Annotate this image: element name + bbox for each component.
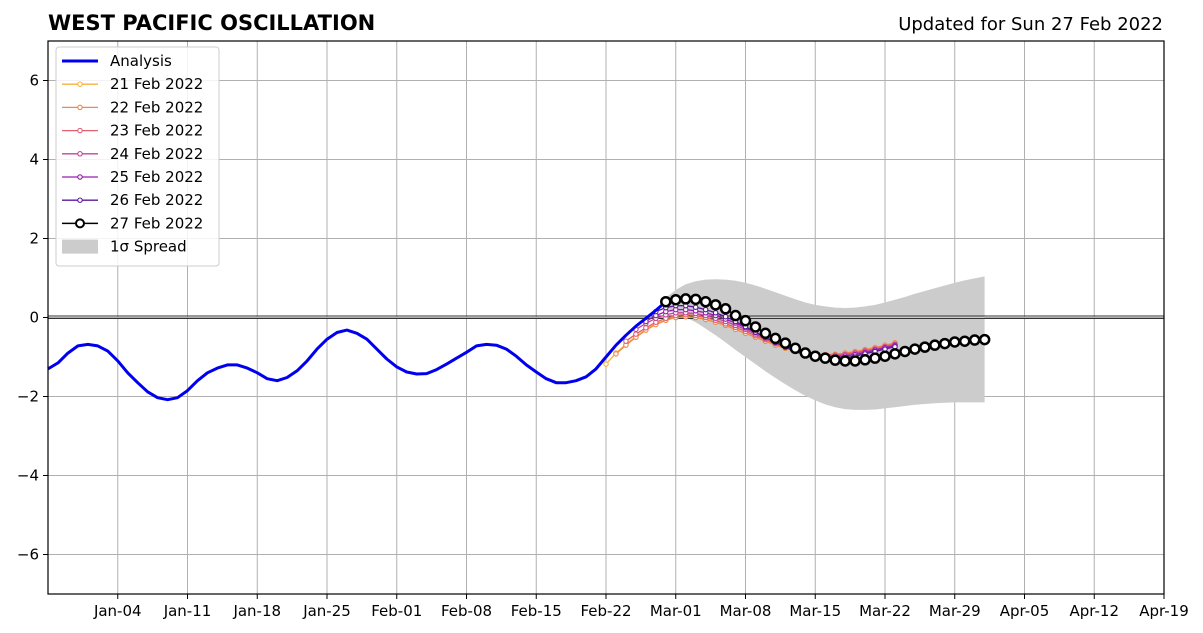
zero-line-layer (48, 315, 1164, 319)
forecast-point (603, 361, 609, 367)
latest-forecast-point (819, 352, 831, 364)
latest-forecast-point (729, 309, 742, 322)
latest-forecast-point (749, 321, 762, 333)
x-tick-label: Jan-25 (302, 602, 351, 620)
forecast-point (702, 306, 709, 313)
latest-forecast-point (719, 303, 732, 315)
x-tick-label: Apr-05 (1000, 602, 1050, 620)
forecast-point (613, 351, 619, 357)
latest-forecast-point (849, 355, 861, 367)
legend-swatch-spread (62, 239, 98, 254)
forecast-point (633, 331, 639, 337)
forecast-point (623, 338, 629, 344)
legend-label: 23 Feb 2022 (110, 122, 203, 140)
legend-swatch-marker (77, 81, 83, 87)
legend: Analysis 21 Feb 2022 22 Feb 2022 23 Feb 202… (55, 46, 220, 267)
x-tick-label: Mar-29 (929, 602, 981, 620)
latest-forecast-point (958, 335, 971, 347)
latest-forecast-point (779, 337, 792, 349)
x-tick-label: Feb-15 (511, 602, 562, 620)
latest-forecast-point (909, 343, 921, 355)
legend-swatch-marker (77, 174, 83, 180)
legend-swatch-marker (75, 218, 85, 229)
forecast-line (625, 314, 896, 356)
x-tick-label: Mar-01 (650, 602, 702, 620)
x-tick-label: Mar-22 (859, 602, 911, 620)
latest-forecast-point (660, 295, 672, 308)
legend-label: 27 Feb 2022 (110, 214, 203, 232)
latest-forecast-point (839, 355, 851, 367)
x-tick-label: Feb-01 (371, 602, 422, 620)
legend-swatch-marker (77, 197, 83, 203)
latest-forecast-point (869, 352, 881, 364)
x-tick-label: Apr-19 (1139, 602, 1189, 620)
x-tick-label: Apr-12 (1070, 602, 1120, 620)
x-tick-label: Jan-11 (163, 602, 212, 620)
plot-frame (47, 40, 1165, 595)
y-tick-label: −6 (17, 546, 39, 564)
latest-forecast-point (799, 347, 812, 359)
analysis-line (47, 300, 667, 402)
latest-forecast-point (968, 334, 981, 346)
axes: Jan-04 Jan-11 Jan-18 Jan-25 Feb-01 Feb-08 Feb-… (17, 40, 1189, 620)
latest-forecast-point (739, 314, 752, 327)
y-tick-label: −2 (17, 388, 39, 406)
chart-subtitle: Updated for Sun 27 Feb 2022 (898, 14, 1163, 35)
y-tick-label: −4 (17, 467, 39, 485)
y-tick-label: 0 (29, 309, 39, 327)
legend-box (55, 46, 220, 267)
x-tick-label: Feb-08 (441, 602, 492, 620)
forecast-point (692, 304, 699, 310)
x-tick-label: Jan-18 (232, 602, 281, 620)
forecast-point (722, 313, 729, 320)
latest-forecast-point (889, 348, 901, 360)
x-tick-label: Mar-08 (720, 602, 772, 620)
legend-label: 1σ Spread (110, 238, 187, 256)
y-tick-label: 4 (29, 151, 39, 169)
latest-forecast-point (699, 295, 712, 308)
latest-forecast-point (789, 342, 802, 355)
latest-forecast-point (769, 332, 782, 345)
latest-forecast-point (949, 336, 961, 348)
legend-label: 22 Feb 2022 (110, 98, 203, 116)
latest-forecast-point (859, 354, 871, 366)
latest-forecast-point (759, 327, 772, 340)
latest-forecast-point (829, 354, 841, 366)
legend-swatch-marker (77, 151, 83, 157)
legend-label: 24 Feb 2022 (110, 145, 203, 163)
chart-title: WEST PACIFIC OSCILLATION (48, 11, 375, 35)
legend-label: 25 Feb 2022 (110, 168, 203, 186)
legend-label: Analysis (110, 52, 172, 70)
forecast-point (643, 325, 649, 331)
latest-forecast-point (709, 299, 722, 311)
spread-area-layer (665, 276, 985, 410)
latest-forecast-point (899, 345, 911, 358)
latest-forecast-point (679, 293, 692, 305)
forecast-point (712, 310, 719, 316)
latest-forecast-point (919, 341, 931, 353)
legend-label: 26 Feb 2022 (110, 191, 203, 209)
latest-forecast-point (879, 350, 891, 362)
latest-forecast-point (929, 339, 941, 351)
latest-forecast-point (978, 333, 991, 346)
spread-area (665, 276, 985, 410)
series-layer (47, 293, 991, 402)
y-tick-label: 6 (29, 72, 39, 90)
x-tick-label: Mar-15 (789, 602, 841, 620)
x-tick-label: Jan-04 (93, 602, 142, 620)
legend-swatch-marker (77, 104, 83, 111)
latest-forecast-point (809, 350, 821, 362)
y-tick-label: 2 (29, 230, 39, 248)
legend-swatch-marker (77, 127, 83, 134)
legend-label: 21 Feb 2022 (110, 75, 203, 93)
latest-forecast-point (689, 293, 702, 306)
latest-forecast-point (939, 337, 951, 350)
latest-forecast-point (670, 293, 682, 306)
x-tick-label: Feb-22 (580, 602, 631, 620)
